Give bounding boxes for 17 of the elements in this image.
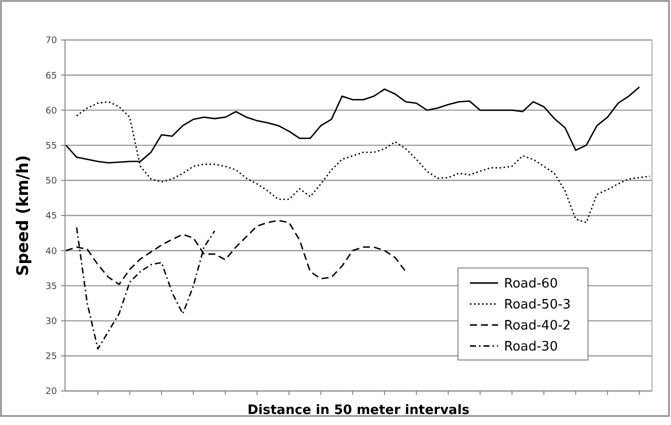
y-tick-label: 55: [46, 141, 57, 152]
y-tick-label: 30: [46, 316, 58, 327]
legend-label: Road-30: [504, 340, 558, 355]
y-tick-label: 60: [46, 106, 58, 116]
y-tick-label: 20: [46, 387, 58, 398]
legend-label: Road-50-3: [504, 298, 571, 313]
y-tick-label: 65: [46, 71, 57, 82]
legend-label: Road-60: [504, 276, 558, 292]
y-tick-label: 50: [46, 176, 58, 187]
y-tick-label: 45: [46, 212, 57, 222]
y-tick-label: 40: [46, 246, 58, 257]
y-tick-label: 25: [46, 352, 57, 362]
legend-label: Road-40-2: [504, 318, 571, 334]
y-tick-label: 70: [46, 36, 58, 46]
y-tick-label: 35: [46, 282, 57, 292]
x-axis-title: Distance in 50 meter intervals: [247, 403, 470, 418]
y-axis-title: Speed (km/h): [13, 155, 32, 276]
